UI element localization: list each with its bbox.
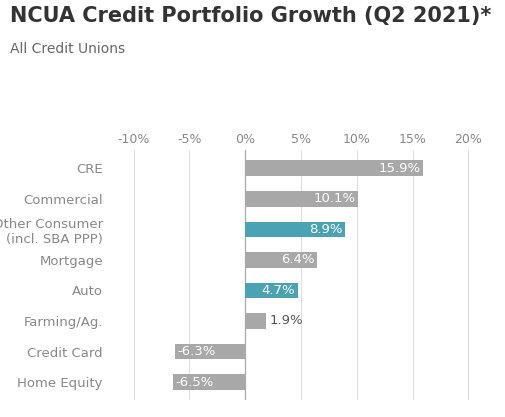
Text: 4.7%: 4.7%: [262, 284, 295, 297]
Text: 10.1%: 10.1%: [313, 192, 355, 206]
Bar: [245, 221, 344, 237]
Text: -6.5%: -6.5%: [175, 376, 213, 389]
Text: -6.3%: -6.3%: [177, 345, 215, 358]
Bar: [175, 344, 245, 359]
Text: All Credit Unions: All Credit Unions: [10, 42, 125, 56]
Bar: [172, 374, 245, 390]
Bar: [245, 283, 297, 299]
Bar: [245, 161, 422, 176]
Bar: [245, 313, 266, 329]
Text: 8.9%: 8.9%: [308, 223, 342, 236]
Text: 6.4%: 6.4%: [280, 254, 314, 266]
Bar: [245, 252, 316, 268]
Text: 15.9%: 15.9%: [378, 162, 420, 175]
Bar: [245, 191, 358, 207]
Text: 1.9%: 1.9%: [269, 314, 303, 327]
Text: NCUA Credit Portfolio Growth (Q2 2021)*: NCUA Credit Portfolio Growth (Q2 2021)*: [10, 6, 490, 26]
